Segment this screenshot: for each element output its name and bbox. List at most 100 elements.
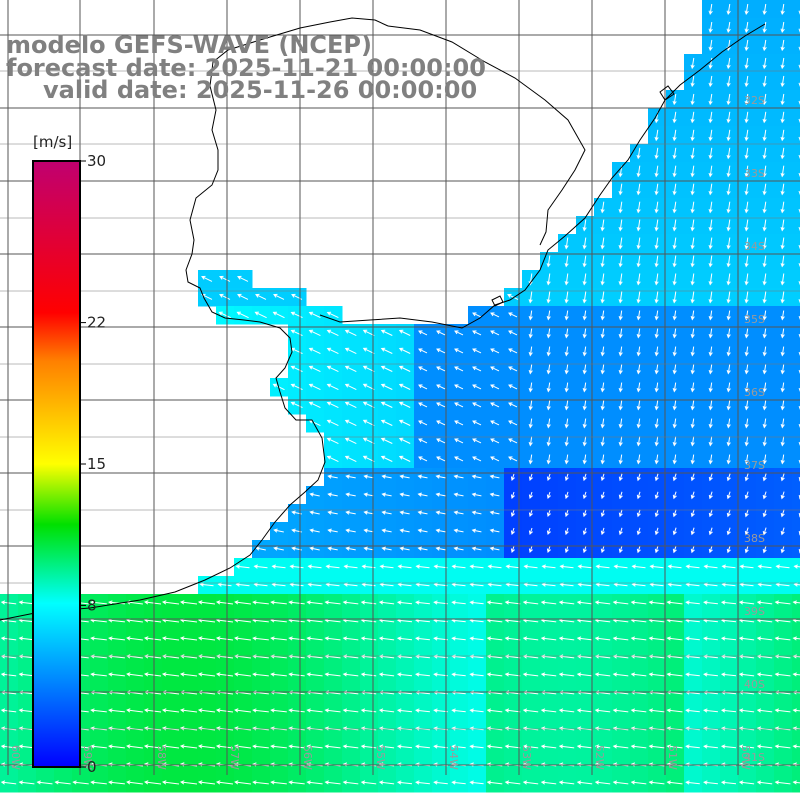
wind-arrow	[342, 600, 359, 605]
wind-arrow	[672, 201, 677, 214]
wind-arrow	[600, 418, 605, 429]
wind-arrow	[363, 510, 374, 515]
wind-arrow	[618, 219, 623, 232]
field-cell	[792, 360, 800, 379]
wind-arrow	[618, 291, 623, 304]
wind-arrow	[528, 346, 533, 357]
wind-arrow	[672, 364, 677, 375]
lon-label: 56W	[301, 745, 314, 770]
wind-arrow	[720, 600, 737, 605]
wind-arrow	[306, 780, 323, 785]
wind-arrow	[252, 744, 269, 749]
wind-arrow	[744, 147, 749, 160]
wind-arrow	[708, 201, 713, 214]
wind-arrow	[72, 780, 89, 785]
wind-arrow	[179, 636, 198, 641]
wind-arrow	[436, 420, 446, 426]
wind-arrow	[582, 219, 587, 232]
wind-arrow	[744, 57, 749, 70]
wind-arrow	[762, 21, 767, 34]
wind-arrow	[528, 418, 533, 429]
wind-arrow	[381, 546, 392, 551]
wind-arrow	[472, 330, 482, 336]
wind-arrow	[546, 310, 551, 321]
wind-arrow	[380, 329, 393, 336]
title-line-3: valid date: 2025-11-26 00:00:00	[43, 76, 477, 104]
wind-arrow	[415, 672, 430, 677]
wind-arrow	[762, 382, 767, 393]
wind-arrow	[540, 780, 557, 785]
wind-arrow	[744, 491, 749, 500]
wind-arrow	[451, 672, 466, 677]
wind-arrow	[774, 780, 791, 785]
wind-arrow	[471, 546, 482, 551]
wind-arrow	[399, 510, 410, 515]
wind-arrow	[762, 165, 767, 178]
wind-arrow	[290, 365, 303, 373]
wind-arrow	[235, 582, 250, 587]
wind-arrow	[344, 401, 357, 409]
wind-arrow	[721, 582, 736, 587]
wind-arrow	[600, 201, 605, 214]
wind-arrow	[708, 93, 713, 106]
wind-arrow	[672, 147, 677, 160]
field-cell	[792, 18, 800, 37]
wind-arrow	[540, 672, 557, 677]
wind-arrow	[618, 545, 623, 554]
wind-arrow	[546, 382, 551, 393]
wind-arrow	[327, 492, 338, 497]
wind-arrow	[546, 418, 551, 429]
wind-arrow	[648, 780, 665, 785]
wind-arrow	[757, 582, 772, 587]
wind-arrow	[396, 600, 413, 605]
wind-arrow	[798, 263, 800, 268]
wind-arrow	[528, 310, 533, 321]
wind-arrow	[252, 672, 269, 677]
wind-arrow	[762, 219, 767, 232]
wind-arrow	[215, 780, 234, 785]
wind-arrow	[215, 708, 234, 713]
wind-arrow	[582, 273, 587, 286]
wind-arrow	[726, 21, 731, 34]
wind-arrow	[798, 226, 800, 232]
wind-arrow	[708, 183, 713, 196]
wind-arrow	[564, 509, 569, 518]
wind-arrow	[690, 255, 695, 268]
wind-arrow	[378, 672, 395, 677]
wind-arrow	[289, 582, 304, 587]
wind-arrow	[508, 330, 518, 336]
colorbar-ramp	[32, 160, 81, 768]
wind-arrow	[780, 509, 785, 518]
wind-arrow	[648, 672, 665, 677]
wind-arrow	[762, 454, 767, 465]
wind-arrow	[143, 600, 162, 605]
wind-arrow	[738, 744, 755, 749]
wind-arrow	[472, 366, 482, 372]
wind-arrow	[690, 93, 695, 106]
wind-arrow	[708, 219, 713, 232]
wind-arrow	[792, 636, 800, 641]
wind-arrow	[762, 57, 767, 70]
wind-arrow	[143, 744, 162, 749]
field-cell	[792, 396, 800, 415]
wind-arrow	[618, 527, 623, 536]
wind-arrow	[308, 311, 321, 319]
wind-arrow	[18, 672, 35, 677]
wind-arrow	[636, 509, 641, 518]
wind-arrow	[564, 382, 569, 393]
wind-arrow	[108, 744, 125, 749]
wind-arrow	[582, 237, 587, 250]
wind-arrow	[618, 454, 623, 465]
wind-arrow	[703, 582, 718, 587]
wind-arrow	[546, 346, 551, 357]
wind-arrow	[600, 364, 605, 375]
wind-arrow	[451, 582, 466, 587]
wind-arrow	[756, 636, 773, 641]
wind-arrow	[528, 436, 533, 447]
wind-arrow	[380, 401, 393, 408]
wind-arrow	[666, 636, 683, 641]
wind-arrow	[510, 491, 515, 499]
wind-arrow	[798, 10, 800, 15]
wind-arrow	[540, 708, 557, 713]
wind-arrow	[270, 672, 287, 677]
